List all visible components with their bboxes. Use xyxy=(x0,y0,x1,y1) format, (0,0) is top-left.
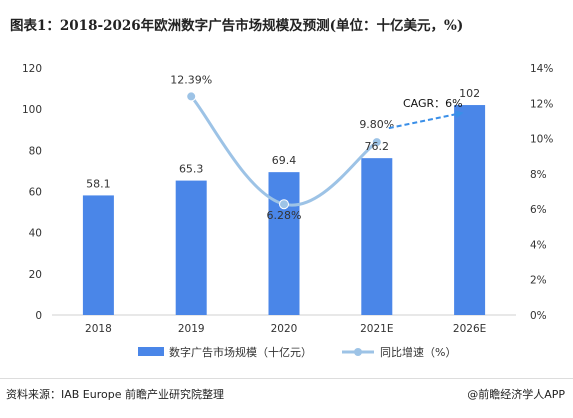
bar xyxy=(361,158,393,315)
x-tick-label: 2020 xyxy=(271,323,298,335)
x-tick-label: 2026E xyxy=(453,323,486,335)
right-y-tick-label: 4% xyxy=(530,239,547,251)
legend-swatch-bar xyxy=(138,347,164,356)
brand-credit: @前瞻经济学人APP xyxy=(467,388,565,401)
source-note: 资料来源：IAB Europe 前瞻产业研究院整理 xyxy=(6,388,224,401)
legend-label-bar: 数字广告市场规模（十亿元） xyxy=(169,345,312,359)
bar-value-label: 76.2 xyxy=(365,140,390,153)
left-y-tick-label: 80 xyxy=(29,145,42,157)
left-y-tick-label: 0 xyxy=(35,310,42,322)
right-y-tick-label: 14% xyxy=(530,63,553,75)
x-axis: 2018 2019 2020 2021E 2026E xyxy=(52,314,516,335)
bar-value-label: 65.3 xyxy=(179,163,204,176)
growth-line-series xyxy=(186,91,382,210)
growth-value-label: 6.28% xyxy=(267,209,302,222)
left-y-axis: 0 20 40 60 80 100 120 xyxy=(22,63,42,322)
cagr-label: CAGR：6% xyxy=(403,97,463,110)
bar-series xyxy=(82,105,486,315)
bar xyxy=(454,105,486,315)
right-y-tick-label: 6% xyxy=(530,204,547,216)
left-y-tick-label: 60 xyxy=(29,187,42,199)
cagr-annotation: CAGR：6% xyxy=(388,97,464,130)
right-y-tick-label: 0% xyxy=(530,310,547,322)
footer-divider xyxy=(0,378,573,379)
growth-point xyxy=(186,91,197,102)
right-y-tick-label: 12% xyxy=(530,98,553,110)
bar xyxy=(268,172,300,315)
bar-value-label: 69.4 xyxy=(272,154,297,167)
left-y-tick-label: 100 xyxy=(22,104,42,116)
chart-title: 图表1：2018-2026年欧洲数字广告市场规模及预测(单位：十亿美元，%) xyxy=(10,18,464,34)
left-y-tick-label: 20 xyxy=(29,269,42,281)
growth-value-label: 12.39% xyxy=(170,73,212,86)
right-y-axis: 0% 2% 4% 6% 8% 10% 12% 14% xyxy=(530,63,553,322)
x-tick-label: 2018 xyxy=(85,323,112,335)
right-y-tick-label: 10% xyxy=(530,134,553,146)
bar-value-label: 58.1 xyxy=(86,177,111,190)
bar xyxy=(82,195,114,315)
growth-point xyxy=(371,137,382,148)
legend-label-line: 同比增速（%） xyxy=(380,345,456,359)
legend-marker-line xyxy=(354,348,362,356)
data-labels: 58.1 65.3 69.4 76.2 102 12.39% 6.28% 9.80% xyxy=(86,73,480,222)
bar xyxy=(175,180,207,315)
left-y-tick-label: 120 xyxy=(22,63,42,75)
growth-value-label: 9.80% xyxy=(359,118,394,131)
growth-point xyxy=(279,199,289,210)
cagr-arrow xyxy=(388,110,464,130)
x-tick-label: 2021E xyxy=(360,323,393,335)
legend: 数字广告市场规模（十亿元） 同比增速（%） xyxy=(138,345,456,359)
right-y-tick-label: 8% xyxy=(530,169,547,181)
x-tick-label: 2019 xyxy=(178,323,205,335)
left-y-tick-label: 40 xyxy=(29,228,42,240)
right-y-tick-label: 2% xyxy=(530,275,547,287)
bar-value-label: 102 xyxy=(459,87,480,100)
